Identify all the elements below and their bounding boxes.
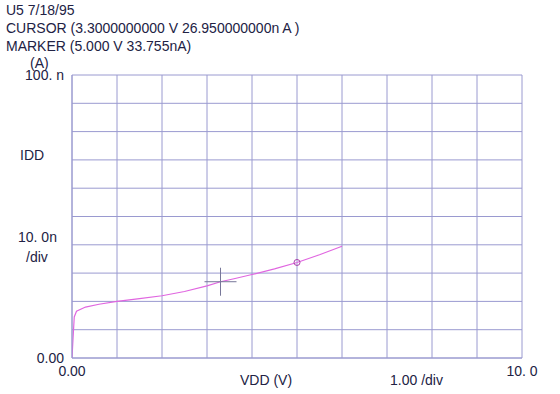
svg-text:10. 0: 10. 0 bbox=[506, 363, 537, 379]
html-text:(A): (A) bbox=[30, 55, 49, 71]
html-text:IDD: IDD bbox=[20, 147, 45, 163]
svg-text:0.00: 0.00 bbox=[58, 362, 86, 379]
svg-text:100. n: 100. n bbox=[25, 67, 64, 83]
html-text:U5 7/18/95: U5 7/18/95 bbox=[6, 2, 75, 18]
html-text:VDD (V): VDD (V) bbox=[240, 372, 293, 388]
html-text:1.00 /div: 1.00 /div bbox=[390, 372, 443, 388]
svg-text:0.00: 0.00 bbox=[37, 350, 64, 366]
html-text:CURSOR (3.3000000000 V 26.9500: CURSOR (3.3000000000 V 26.950000000n A ) bbox=[6, 20, 300, 36]
html-text:/div: /div bbox=[26, 249, 48, 265]
html-text:10. 0n: 10. 0n bbox=[18, 229, 57, 245]
html-text:MARKER (5.000 V 33.755nA): MARKER (5.000 V 33.755nA) bbox=[6, 38, 192, 54]
